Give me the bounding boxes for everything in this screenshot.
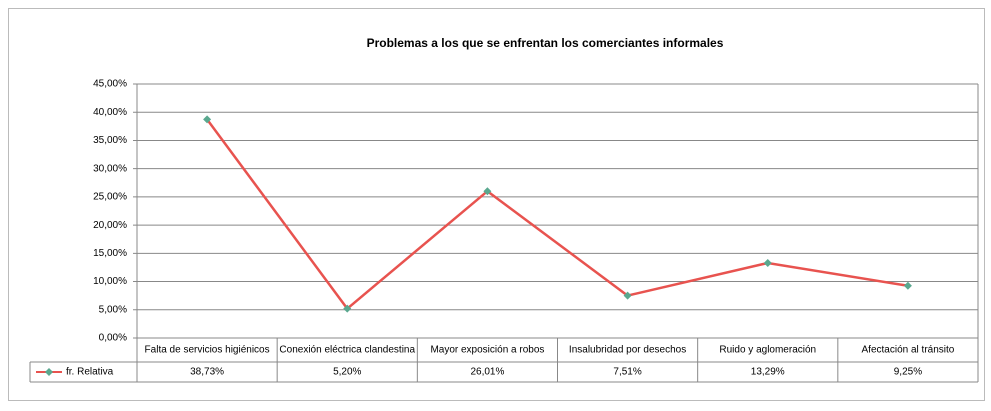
data-label: 26,01% bbox=[470, 367, 504, 378]
y-tick-label: 45,00% bbox=[93, 79, 127, 90]
y-tick-label: 30,00% bbox=[93, 163, 127, 174]
y-tick-label: 15,00% bbox=[93, 248, 127, 259]
point-marker bbox=[483, 187, 492, 196]
x-tick-label: Mayor exposición a robos bbox=[430, 345, 544, 356]
chart-frame bbox=[8, 8, 985, 401]
x-tick-label: Conexión eléctrica clandestina bbox=[279, 345, 415, 356]
y-tick-label: 35,00% bbox=[93, 135, 127, 146]
chart-title: Problemas a los que se enfrentan los com… bbox=[367, 36, 724, 50]
point-marker bbox=[203, 115, 212, 124]
legend-label: fr. Relativa bbox=[66, 367, 114, 378]
data-label: 5,20% bbox=[333, 367, 361, 378]
legend-marker bbox=[45, 368, 53, 376]
point-marker bbox=[903, 281, 912, 290]
y-tick-label: 10,00% bbox=[93, 276, 127, 287]
data-label: 38,73% bbox=[190, 367, 224, 378]
x-tick-label: Afectación al tránsito bbox=[862, 345, 955, 356]
y-tick-label: 20,00% bbox=[93, 220, 127, 231]
x-tick-label: Falta de servicios higiénicos bbox=[145, 345, 270, 356]
y-tick-label: 0,00% bbox=[99, 333, 127, 344]
data-label: 7,51% bbox=[613, 367, 641, 378]
x-tick-label: Ruido y aglomeración bbox=[719, 345, 816, 356]
point-marker bbox=[763, 258, 772, 267]
x-tick-label: Insalubridad por desechos bbox=[569, 345, 686, 356]
point-marker bbox=[623, 291, 632, 300]
data-label: 13,29% bbox=[751, 367, 785, 378]
y-tick-label: 5,00% bbox=[99, 304, 127, 315]
series-line bbox=[206, 118, 909, 311]
point-marker bbox=[343, 304, 352, 313]
y-tick-label: 40,00% bbox=[93, 107, 127, 118]
y-tick-label: 25,00% bbox=[93, 192, 127, 203]
data-label: 9,25% bbox=[894, 367, 922, 378]
